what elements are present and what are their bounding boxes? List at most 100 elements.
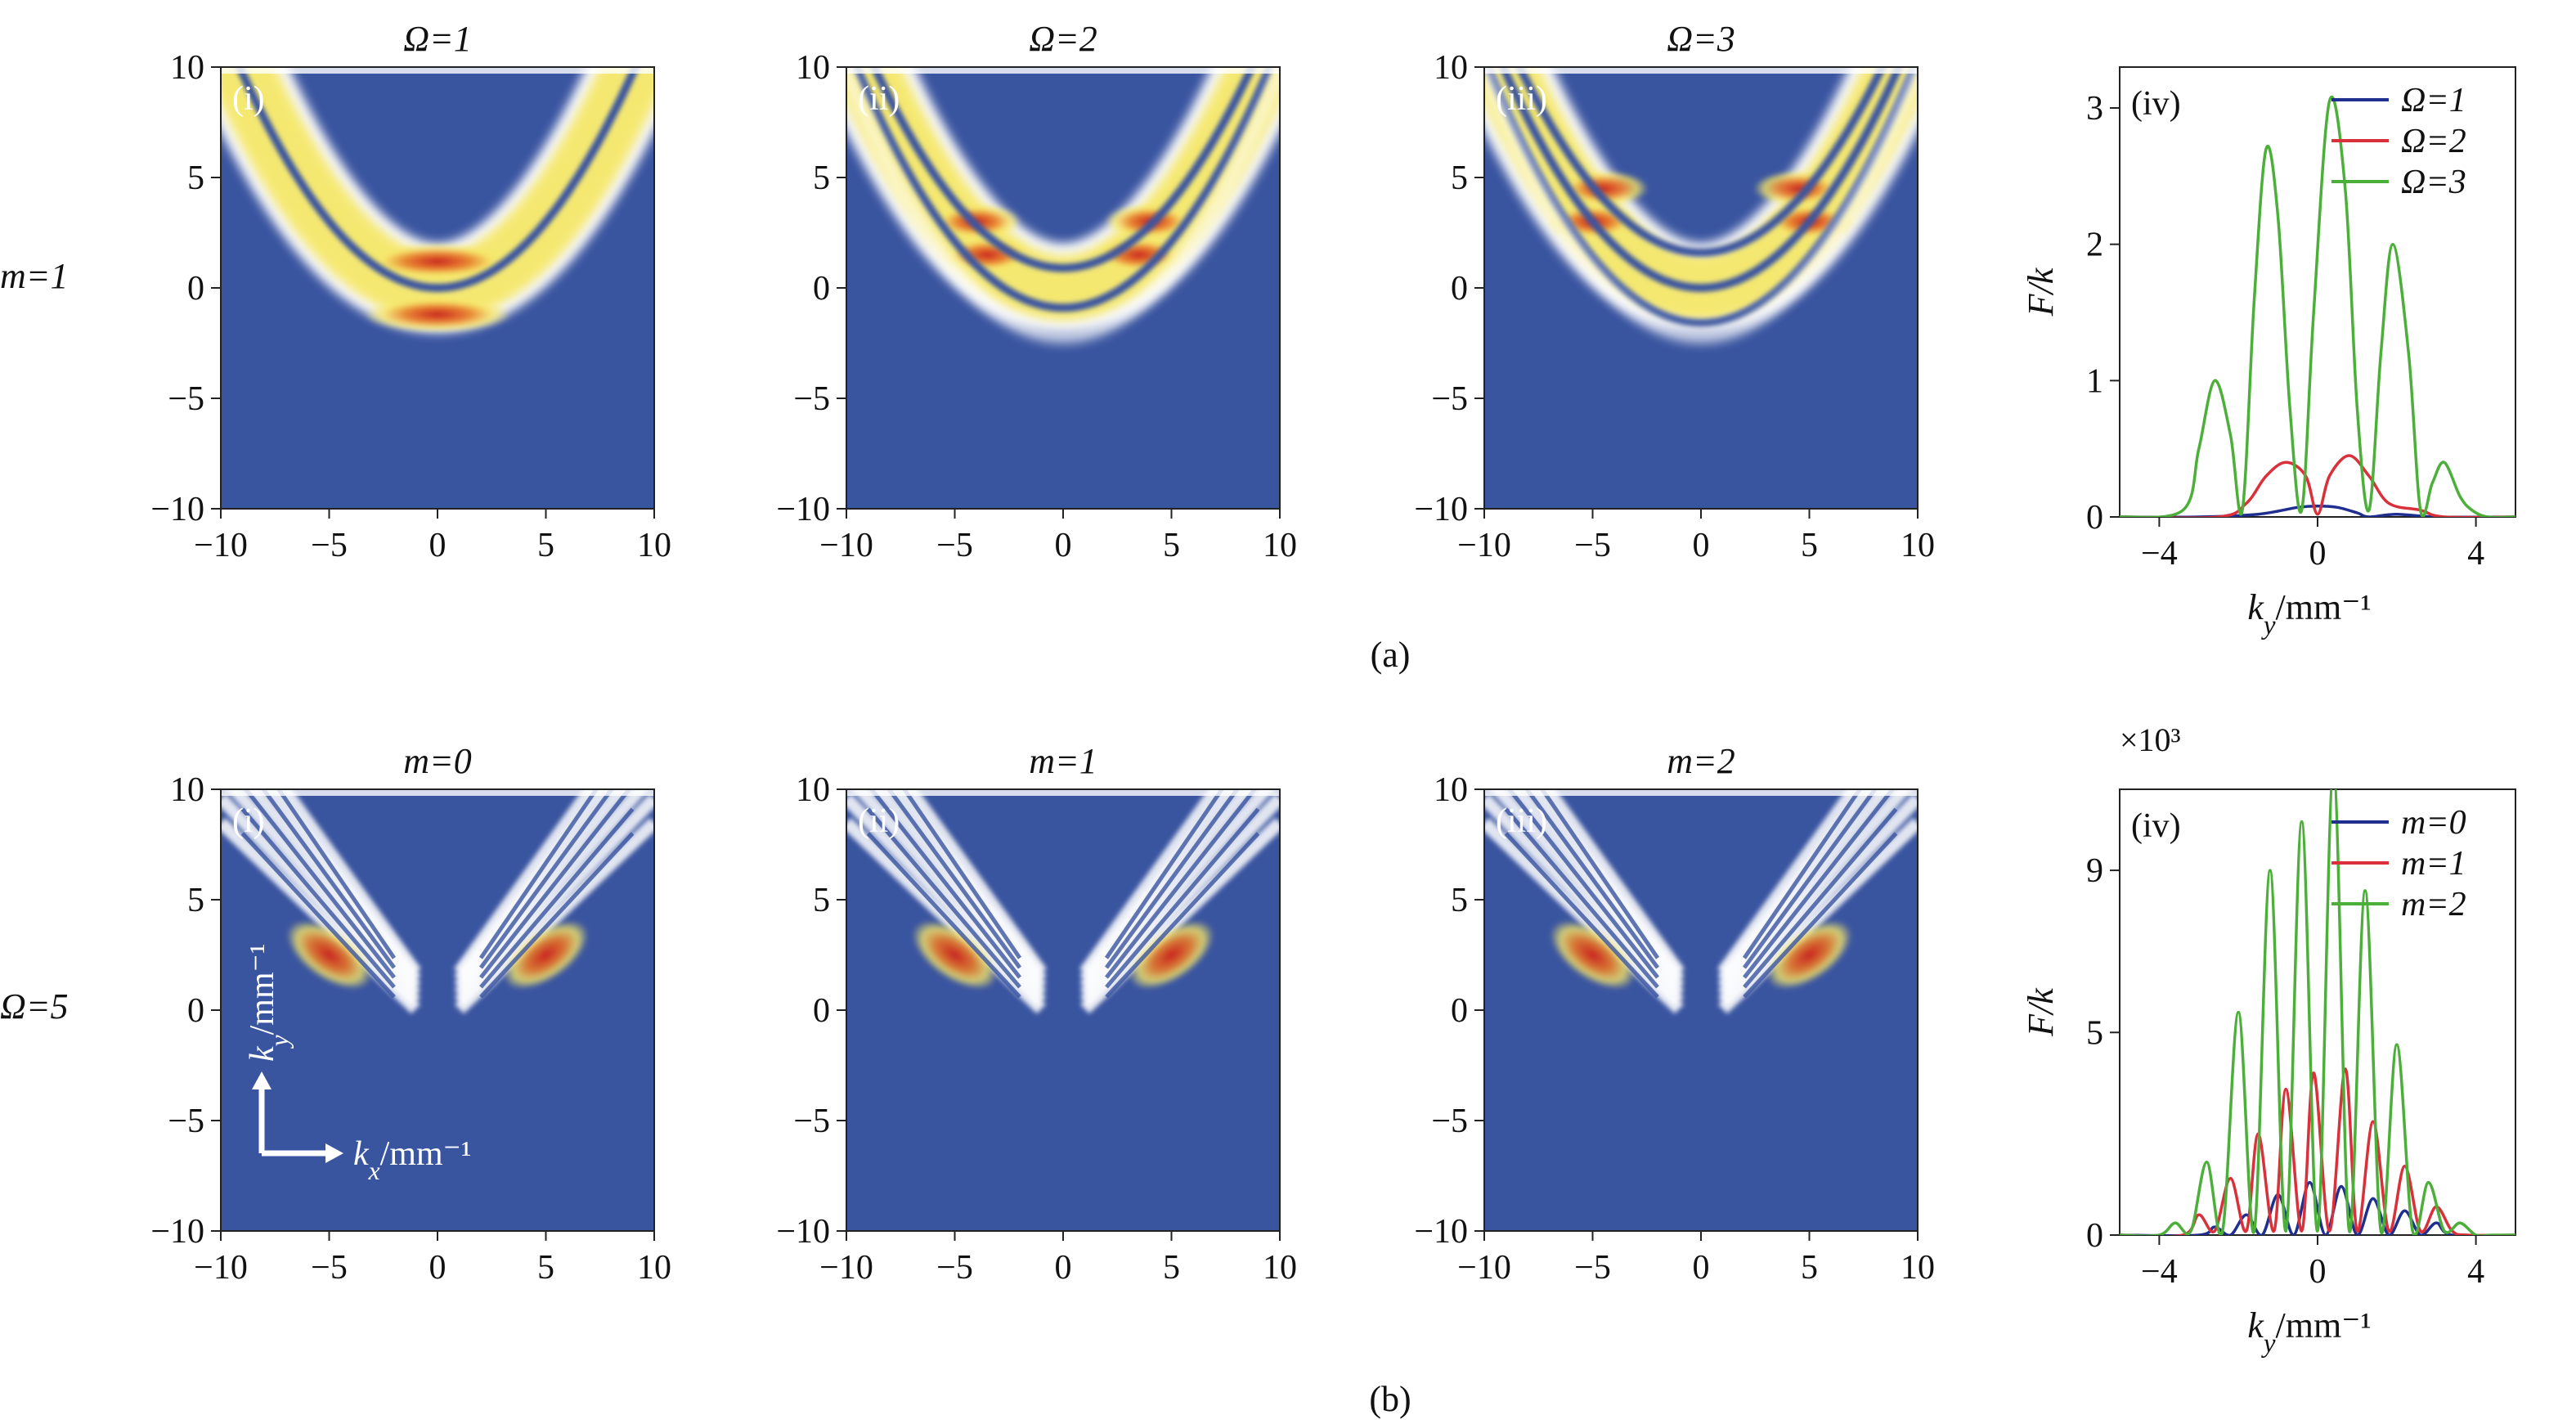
panel-tag: (iii) [1496, 80, 1547, 118]
x-tick-label: 10 [1263, 527, 1297, 564]
x-tick-label: 0 [1693, 527, 1710, 564]
fringe-line [1515, 67, 1887, 257]
x-tick-label: −5 [1574, 1249, 1611, 1287]
y-tick-label: 0 [1451, 992, 1468, 1030]
fringe-line [235, 67, 640, 293]
y-tick-label: 3 [2086, 90, 2103, 128]
intensity-peak [1093, 236, 1184, 273]
y-tick-label: −10 [1414, 1213, 1468, 1251]
x-tick-label: 5 [537, 527, 554, 564]
y-tick-label: 5 [1451, 882, 1468, 919]
fringe-line [852, 67, 1275, 312]
fringe-line [478, 789, 599, 959]
intensity-peak [1550, 920, 1636, 990]
x-tick-label: 5 [1163, 1249, 1180, 1287]
x-tick-label: −5 [936, 1249, 973, 1287]
intensity-peak [503, 920, 589, 990]
intensity-peak [1766, 920, 1852, 990]
x-tick-label: 5 [537, 1249, 554, 1287]
fringe-line [240, 832, 396, 999]
x-tick-label: 5 [1163, 527, 1180, 564]
x-tick-label: 10 [637, 1249, 671, 1287]
y-tick-label: 2 [2086, 227, 2103, 264]
fringe-band [454, 789, 599, 977]
heatmap-panel-2: −10 −5 0 5 10 −10 −5 0 5 10 (iii) Ω=3 [1414, 19, 1935, 564]
y-tick-label: 0 [2086, 1217, 2103, 1255]
y-tick-label: −10 [150, 1213, 204, 1251]
x-tick-label: −4 [2141, 1253, 2178, 1291]
y-tick-label: 10 [796, 771, 830, 809]
fringe-line [243, 789, 396, 979]
x-tick-label: −5 [1574, 527, 1611, 564]
band-core [846, 67, 1280, 321]
intensity-peak [942, 236, 1033, 273]
fringe-line [479, 832, 635, 999]
top-edge [846, 67, 1280, 74]
row-a-label: m=1 [0, 256, 68, 296]
fringe-line [866, 832, 1021, 999]
outer-fringe [1484, 67, 1918, 344]
x-tick-label: 0 [1055, 527, 1072, 564]
y-tick-label: 9 [2086, 852, 2103, 890]
y-tick-label: −5 [1431, 1103, 1468, 1140]
fringe-line [1105, 789, 1258, 979]
panel-tag: (i) [232, 80, 265, 118]
x-tick-label: −4 [2141, 535, 2178, 573]
panel-title: m=2 [1667, 741, 1735, 781]
top-edge [221, 789, 654, 796]
series-line-m=0 [2120, 1180, 2515, 1235]
x-tick-label: 0 [1055, 1249, 1072, 1287]
y-tick-label: −5 [168, 1103, 204, 1140]
caption-b: (b) [1369, 1379, 1411, 1419]
x-tick-label: 0 [429, 527, 447, 564]
fringe-band [1079, 789, 1225, 977]
x-tick-label: 10 [1263, 1249, 1297, 1287]
panel-title: Ω=3 [1667, 19, 1735, 59]
x-tick-label: 0 [2309, 1253, 2327, 1291]
fringe-line [1743, 807, 1898, 989]
outer-fringe [846, 67, 1280, 344]
legend-label: m=0 [2401, 804, 2466, 842]
y-tick-label: 0 [187, 992, 204, 1030]
fringe-band [901, 789, 1047, 977]
ky-arrow-head [252, 1071, 272, 1089]
x-tick-label: −10 [819, 1249, 873, 1287]
fringe-line [1504, 832, 1659, 999]
series-line-Ω=3 [2120, 95, 2515, 517]
y-tick-label: −10 [776, 1213, 830, 1251]
y-tick-label: 5 [813, 882, 830, 919]
y-tick-label: 5 [2086, 1014, 2103, 1052]
fringe-band [276, 789, 421, 977]
intensity-peak [1129, 920, 1214, 990]
y-tick-label: −5 [1431, 380, 1468, 418]
intensity-peak [286, 920, 372, 990]
heatmap-panel-0: −10 −5 0 5 10 −10 −5 0 5 10 (i) Ω=1 [150, 19, 671, 564]
caption-a: (a) [1371, 635, 1411, 675]
legend-label: m=2 [2401, 886, 2466, 923]
panel-tag: (iv) [2131, 807, 2181, 845]
fringe-line [1104, 789, 1225, 959]
fringe-line [901, 789, 1022, 959]
y-tick-label: 5 [1451, 159, 1468, 197]
y-tick-label: 5 [187, 159, 204, 197]
fringe-line [1539, 789, 1660, 959]
x-tick-label: −5 [311, 1249, 348, 1287]
y-tick-label: −10 [776, 491, 830, 528]
kx-arrow-head [325, 1143, 343, 1163]
panel-title: m=1 [1029, 741, 1097, 781]
fringe-line [1742, 789, 1863, 959]
fringe-line [1105, 832, 1260, 999]
y-tick-label: −5 [793, 380, 830, 418]
y-tick-label: 0 [1451, 270, 1468, 308]
panel-title: m=0 [403, 741, 471, 781]
y-tick-label: 5 [187, 882, 204, 919]
panel-tag: (i) [232, 802, 265, 840]
intensity-peak [1753, 170, 1844, 207]
x-tick-label: −10 [1457, 1249, 1511, 1287]
multiplier-b: ×10³ [2120, 721, 2181, 758]
fringe-line [1504, 807, 1659, 989]
legend-label: Ω=2 [2401, 123, 2466, 160]
fringe-line [868, 789, 1021, 979]
line-panel-3: −4 0 4 0 1 2 3 Ω=1 Ω=2 Ω=3 (iv) ky/mm⁻¹ F/k [2021, 66, 2516, 640]
y-tick-label: 0 [2086, 499, 2103, 537]
